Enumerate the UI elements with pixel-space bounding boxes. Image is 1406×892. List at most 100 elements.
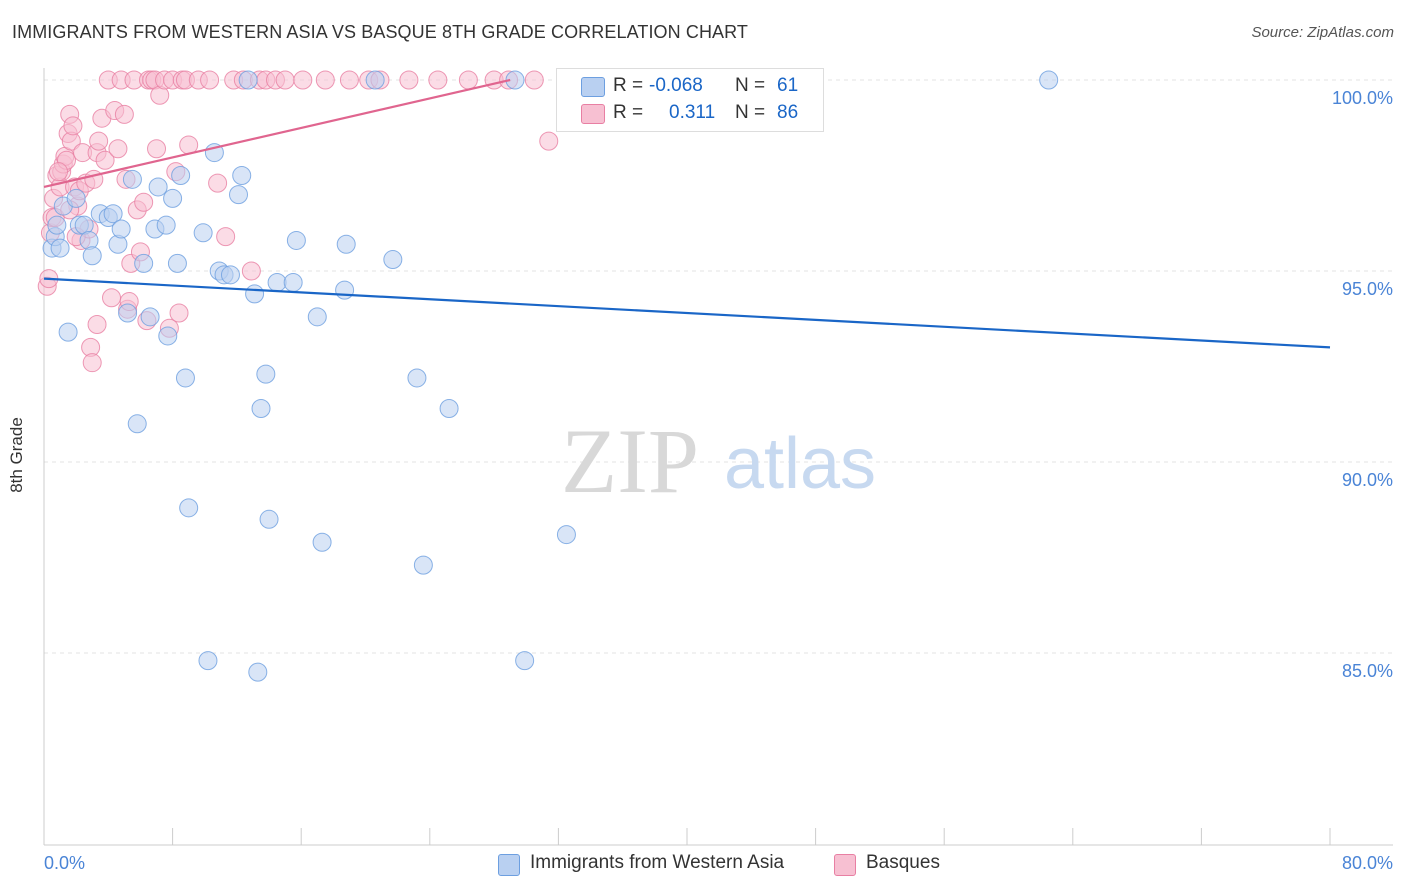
- trend-lines: [43, 78, 1331, 349]
- western-asia-point: [163, 188, 183, 208]
- y-tick-label: 90.0%: [1342, 470, 1393, 490]
- western-asia-point: [158, 326, 178, 346]
- western-asia-points: [42, 70, 1059, 682]
- legend-r-value: -0.068: [649, 75, 703, 96]
- bottom-legend-swatch-blue: [498, 854, 520, 876]
- western-asia-point: [82, 246, 102, 266]
- basques-point: [114, 104, 134, 124]
- basques-point: [524, 70, 544, 90]
- western-asia-point: [58, 322, 78, 342]
- western-asia-point: [556, 525, 576, 545]
- western-asia-point: [515, 651, 535, 671]
- western-asia-point: [111, 219, 131, 239]
- basques-point: [241, 261, 261, 281]
- basques-point: [82, 353, 102, 373]
- x-tick-label-max: 80.0%: [1342, 853, 1393, 873]
- legend-n-value: 61: [777, 75, 799, 96]
- legend-n-label: N =: [735, 75, 766, 96]
- western-asia-point: [312, 532, 332, 552]
- western-asia-point: [336, 234, 356, 254]
- western-asia-point: [229, 185, 249, 205]
- y-tick-label: 85.0%: [1342, 661, 1393, 681]
- basques-point: [63, 116, 83, 136]
- basques-point: [102, 288, 122, 308]
- western-asia-point: [307, 307, 327, 327]
- western-asia-point: [256, 364, 276, 384]
- western-asia-point: [283, 272, 303, 292]
- western-asia-point: [118, 303, 138, 323]
- western-asia-point: [198, 651, 218, 671]
- basques-point: [275, 70, 295, 90]
- basques-point: [87, 314, 107, 334]
- western-asia-point: [407, 368, 427, 388]
- western-asia-point: [122, 169, 142, 189]
- bottom-legend-basques[interactable]: Basques: [834, 852, 940, 876]
- bottom-legend-label: Immigrants from Western Asia: [530, 852, 785, 873]
- western-asia-point: [365, 70, 385, 90]
- basques-point: [315, 70, 335, 90]
- western-asia-point: [167, 253, 187, 273]
- axes: [43, 68, 1393, 846]
- bottom-legend-western-asia[interactable]: Immigrants from Western Asia: [498, 852, 785, 876]
- basques-point: [208, 173, 228, 193]
- western-asia-point: [47, 215, 67, 235]
- western-asia-point: [259, 509, 279, 529]
- western-asia-trend-line: [43, 277, 1331, 349]
- basques-point: [539, 131, 559, 151]
- y-tick-label: 100.0%: [1332, 88, 1393, 108]
- legend-n-label: N =: [735, 102, 766, 123]
- western-asia-point: [232, 166, 252, 185]
- basques-point: [399, 70, 419, 90]
- source-credit: Source: ZipAtlas.com: [1251, 24, 1394, 41]
- basques-point: [95, 150, 115, 170]
- y-tick-label: 95.0%: [1342, 279, 1393, 299]
- gridlines: [44, 79, 1393, 654]
- western-asia-point: [156, 215, 176, 235]
- legend-swatch-pink: [581, 104, 605, 124]
- western-asia-point: [127, 414, 147, 434]
- basques-point: [108, 139, 128, 159]
- western-asia-point: [1039, 70, 1059, 90]
- x-tick-labels: 0.0% 80.0%: [44, 853, 1393, 873]
- western-asia-point: [439, 399, 459, 419]
- basques-point: [147, 139, 167, 159]
- western-asia-point: [238, 70, 258, 90]
- chart-title: IMMIGRANTS FROM WESTERN ASIA VS BASQUE 8…: [12, 22, 749, 42]
- western-asia-point: [335, 280, 355, 300]
- western-asia-point: [179, 498, 199, 518]
- western-asia-point: [220, 265, 240, 285]
- legend-n-value: 86: [777, 102, 799, 123]
- bottom-legend-label: Basques: [866, 852, 940, 873]
- western-asia-point: [267, 272, 287, 292]
- basques-point: [134, 192, 154, 212]
- y-tick-labels: 85.0% 90.0% 95.0% 100.0%: [1332, 88, 1393, 681]
- x-tick-label-min: 0.0%: [44, 853, 85, 873]
- western-asia-point: [66, 188, 86, 208]
- western-asia-point: [140, 307, 160, 327]
- western-asia-point: [134, 253, 154, 273]
- basques-point: [458, 70, 478, 90]
- basques-point: [293, 70, 313, 90]
- western-asia-point: [286, 230, 306, 250]
- basques-point: [216, 227, 236, 247]
- western-asia-point: [50, 238, 70, 258]
- western-asia-point: [248, 662, 268, 682]
- legend-r-label: R =: [613, 102, 644, 123]
- western-asia-point: [148, 177, 168, 197]
- basques-point: [428, 70, 448, 90]
- watermark-zip: ZIP: [561, 410, 699, 512]
- watermark-atlas: atlas: [724, 424, 876, 504]
- basques-point: [48, 162, 68, 182]
- zipatlas-watermark: ZIP atlas: [561, 410, 876, 512]
- western-asia-point: [245, 284, 265, 304]
- legend-swatch-blue: [581, 77, 605, 97]
- western-asia-point: [413, 555, 433, 575]
- stats-legend: R = -0.068 N = 61 R = 0.311 N = 86: [556, 68, 824, 132]
- basques-point: [89, 131, 109, 151]
- legend-r-label: R =: [613, 75, 644, 96]
- western-asia-point: [103, 204, 123, 224]
- western-asia-point: [193, 223, 213, 243]
- western-asia-point: [383, 250, 403, 270]
- legend-r-value: 0.311: [669, 102, 716, 123]
